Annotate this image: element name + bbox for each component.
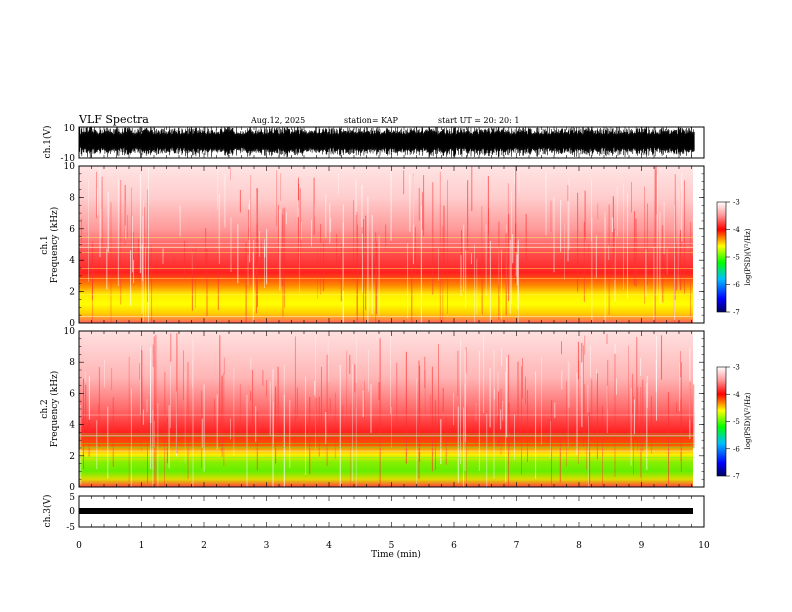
colorbar-tick-label: -7 (733, 473, 740, 481)
ch2-spectrogram-ylabel-ch: ch.2 (40, 399, 50, 418)
colorbar-tick-label: -4 (733, 391, 740, 399)
x-tick-label: 3 (264, 541, 270, 551)
y-tick-label: 8 (69, 358, 75, 368)
ch1-spectrogram-ylabel-ch: ch.1 (40, 235, 50, 254)
ch3-waveform-panel: 5 0 -5 ch.3(V) (42, 493, 705, 533)
colorbar-tick-label: -5 (733, 254, 740, 262)
colorbar-upper: -3 -4 -5 -6 -7 log(PSD)(V²/Hz) (716, 199, 752, 317)
ch1-ytick-bottom: -10 (61, 154, 76, 164)
x-tick-label: 0 (76, 541, 82, 551)
y-tick-label: 0 (69, 319, 75, 329)
y-tick-label: 10 (64, 162, 76, 172)
x-tick-label: 7 (514, 541, 520, 551)
y-tick-label: 6 (69, 225, 75, 235)
x-tick-label: 9 (639, 541, 645, 551)
x-tick-label: 1 (139, 541, 145, 551)
colorbar-tick-label: -4 (733, 226, 740, 234)
ch3-ytick-bottom: -5 (66, 523, 75, 533)
x-tick-label: 5 (389, 541, 395, 551)
y-tick-label: 6 (69, 389, 75, 399)
station-label: station= KAP (344, 116, 399, 125)
colorbar-tick-label: -3 (733, 364, 740, 372)
ch1-spectrogram-ylabel-freq: Frequency (kHz) (49, 207, 60, 284)
ch2-spectrogram-ylabel-freq: Frequency (kHz) (49, 371, 60, 448)
ch2-spectrogram-panel: 0 2 4 6 8 10 ch.2 Frequency (kHz) (40, 327, 705, 493)
x-axis-tick-labels: 0 1 2 3 4 5 6 7 8 9 10 (76, 541, 710, 551)
ch1-spectrogram-panel: 0 2 4 6 8 10 ch.1 Frequency (kHz) (40, 162, 705, 329)
ch1-waveform-ylabel: ch.1(V) (42, 126, 53, 159)
y-tick-label: 8 (69, 193, 75, 203)
colorbar-lower-label: log(PSD)(V²/Hz) (744, 392, 752, 449)
y-tick-label: 2 (69, 288, 75, 298)
x-axis-label: Time (min) (371, 549, 421, 560)
colorbar-tick-label: -7 (733, 309, 740, 317)
ch1-ytick-top: 10 (64, 124, 76, 134)
x-tick-label: 4 (326, 541, 332, 551)
colorbar-upper-label: log(PSD)(V²/Hz) (744, 228, 752, 285)
ch2-spectrogram-yticks: 0 2 4 6 8 10 (64, 327, 704, 493)
ch3-ytick-top: 5 (69, 493, 75, 503)
x-tick-label: 10 (698, 541, 710, 551)
ch2-spectrogram-speckle (79, 333, 695, 487)
colorbar-tick-label: -5 (733, 418, 740, 426)
ch1-waveform-trace (78, 126, 695, 158)
x-tick-label: 8 (576, 541, 582, 551)
y-tick-label: 2 (69, 452, 75, 462)
colorbar-tick-label: -6 (733, 445, 740, 453)
ch3-waveform-ylabel: ch.3(V) (42, 495, 53, 528)
ch1-spectrogram-speckle (79, 166, 695, 323)
y-tick-label: 10 (64, 327, 76, 337)
y-tick-label: 0 (69, 483, 75, 493)
y-tick-label: 4 (69, 421, 75, 431)
figure-title: VLF Spectra (78, 113, 149, 126)
y-tick-label: 4 (69, 256, 75, 266)
ch3-waveform-trace (79, 508, 693, 514)
x-tick-label: 2 (201, 541, 207, 551)
date-label: Aug.12, 2025 (250, 116, 305, 125)
ch1-spectrogram-yticks: 0 2 4 6 8 10 (64, 162, 704, 329)
ch1-waveform-panel: 10 -10 ch.1(V) (42, 124, 705, 164)
ch3-ytick-mid: 0 (69, 507, 75, 517)
start-ut-label: start UT = 20: 20: 1 (438, 116, 519, 125)
colorbar-tick-label: -6 (733, 281, 740, 289)
x-tick-label: 6 (451, 541, 457, 551)
colorbar-lower: -3 -4 -5 -6 -7 log(PSD)(V²/Hz) (716, 364, 752, 481)
colorbar-tick-label: -3 (733, 199, 740, 207)
